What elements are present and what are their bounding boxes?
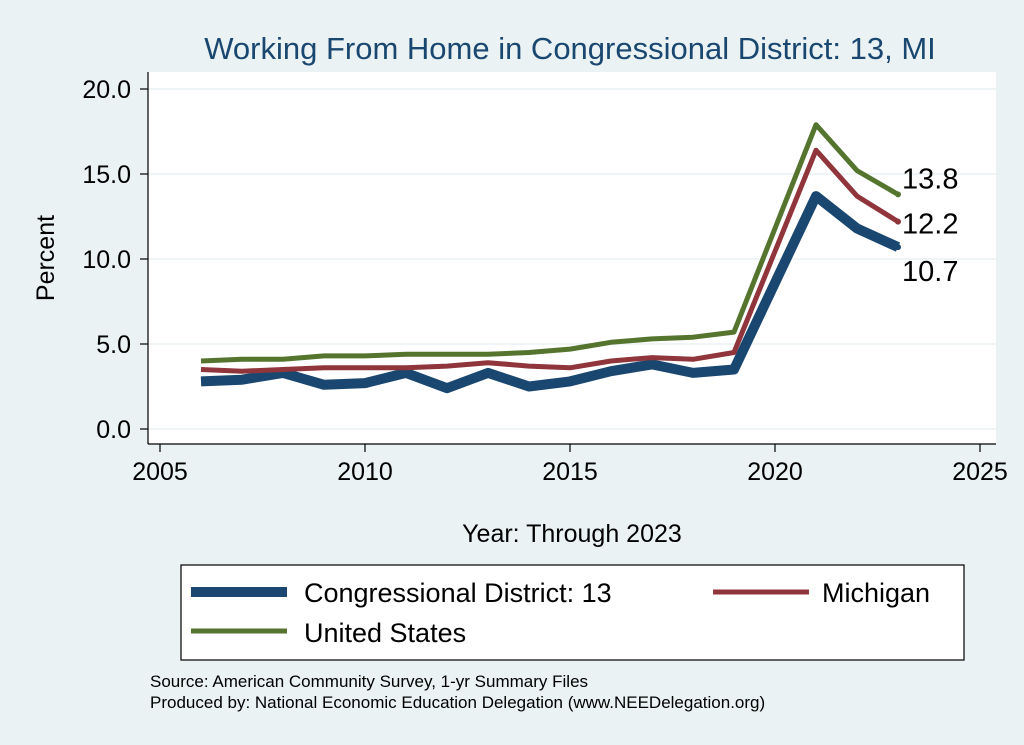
legend-label: Michigan [822,578,930,608]
x-tick-label: 2015 [542,458,598,486]
end-labels: 10.7 12.2 13.8 [895,163,958,288]
x-tick-label: 2025 [952,458,1008,486]
x-tick-label: 2020 [747,458,803,486]
legend-label: Congressional District: 13 [304,578,612,608]
plot-area [148,72,996,444]
x-axis-title: Year: Through 2023 [462,520,682,548]
y-tick-label: 5.0 [96,331,131,359]
y-tick-label: 10.0 [82,246,131,274]
y-tick-label: 0.0 [96,416,131,444]
x-tick-label: 2005 [132,458,188,486]
produced-by-note: Produced by: National Economic Education… [150,693,765,712]
end-point [895,244,901,251]
x-axis-ticks: 2005 2010 2015 2020 2025 [132,444,1008,486]
end-value-label: 13.8 [902,163,958,195]
end-value-label: 10.7 [902,256,958,288]
legend-box [180,564,965,661]
end-point [895,218,901,225]
source-note: Source: American Community Survey, 1-yr … [150,672,588,691]
y-axis-ticks: 0.0 5.0 10.0 15.0 20.0 [82,76,148,444]
x-tick-label: 2010 [337,458,393,486]
y-tick-label: 20.0 [82,76,131,104]
chart-title: Working From Home in Congressional Distr… [204,31,936,66]
gridlines [148,88,996,430]
legend-label: United States [304,618,466,648]
series-lines [200,122,901,394]
series-line-michigan [200,147,900,374]
y-axis-title: Percent [32,215,60,301]
series-line-united-states [200,122,900,364]
end-point [895,191,901,198]
legend: Congressional District: 13 Michigan United… [191,578,930,648]
end-value-label: 12.2 [902,209,958,241]
series-line-congressional-district-13 [200,191,901,394]
y-tick-label: 15.0 [82,161,131,189]
